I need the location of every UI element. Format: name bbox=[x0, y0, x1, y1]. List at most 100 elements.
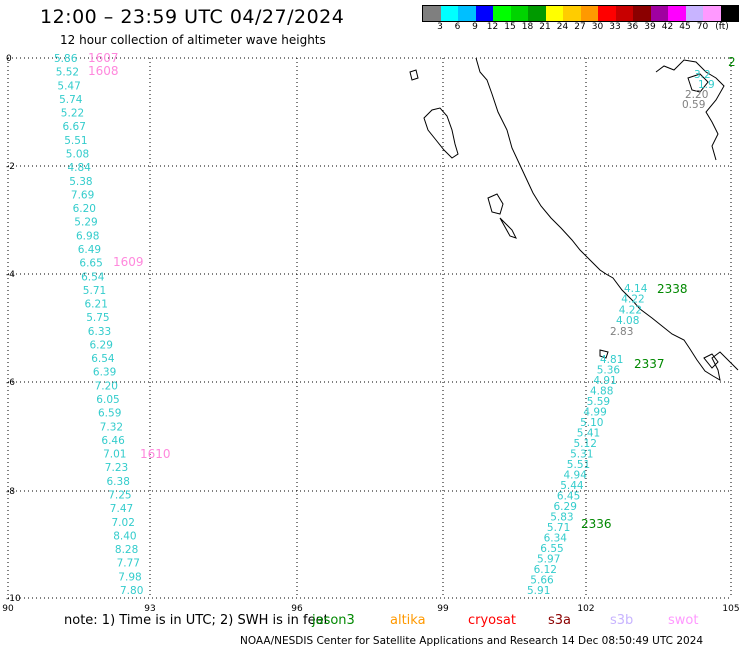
wave-height-reading: 4.22 bbox=[621, 294, 644, 306]
scale-tick-label: 18 bbox=[521, 22, 534, 32]
wave-height-reading: 5.38 bbox=[69, 176, 92, 188]
wave-height-reading: 5.51 bbox=[567, 459, 590, 471]
wave-height-reading: 6.38 bbox=[107, 476, 130, 488]
wave-height-reading: 2.20 bbox=[685, 89, 708, 101]
pass-number-label: 1610 bbox=[140, 447, 171, 461]
scale-tick-label: 3 bbox=[437, 22, 443, 32]
longitude-label: 93 bbox=[144, 604, 155, 614]
wave-height-reading: 4.99 bbox=[583, 407, 606, 419]
scale-tick-label: 39 bbox=[644, 22, 656, 32]
scale-tick-label: 12 bbox=[486, 22, 499, 32]
wave-height-reading: 6.65 bbox=[79, 258, 102, 270]
wave-height-readings: 5.86 5.525.47 5.74 5.226.67 5.51 5.084.84 5.38… bbox=[54, 53, 715, 597]
satellite-legend-item: swot bbox=[668, 613, 699, 628]
scale-swatch bbox=[528, 6, 546, 21]
scale-swatch bbox=[720, 6, 738, 21]
wave-height-reading: 5.97 bbox=[537, 554, 560, 566]
wave-height-reading: 5.59 bbox=[587, 396, 610, 408]
wave-height-reading: 5.71 bbox=[547, 522, 570, 534]
wave-height-reading: 4.94 bbox=[564, 470, 588, 482]
wave-height-reading: 4.91 bbox=[593, 375, 616, 387]
wave-height-reading: 7.32 bbox=[100, 421, 123, 433]
scale-swatch bbox=[633, 6, 651, 21]
wave-height-reading: 2.83 bbox=[610, 326, 633, 338]
wave-height-reading: 6.54 bbox=[81, 271, 105, 283]
wave-height-reading: 6.12 bbox=[534, 564, 557, 576]
wave-height-reading: 5.91 bbox=[527, 585, 550, 597]
scale-tick-label: 33 bbox=[609, 22, 621, 32]
scale-swatch bbox=[650, 6, 668, 21]
latitude-label: -10 bbox=[6, 594, 21, 604]
wave-height-reading: 4.88 bbox=[590, 386, 613, 398]
scale-tick-label: 27 bbox=[574, 22, 586, 32]
wave-height-reading: 5.52 bbox=[56, 67, 79, 79]
wave-height-reading: 6.05 bbox=[96, 394, 119, 406]
scale-swatch bbox=[598, 6, 616, 21]
pass-number-label: 2338 bbox=[657, 282, 688, 296]
scale-tick-label: 30 bbox=[591, 22, 604, 32]
coastline bbox=[409, 57, 739, 381]
pass-number-label: 1609 bbox=[113, 255, 144, 269]
scale-swatch bbox=[703, 6, 721, 21]
wave-height-reading: 6.55 bbox=[540, 543, 563, 555]
wave-height-reading: 5.44 bbox=[560, 480, 584, 492]
latitude-label: 0 bbox=[6, 54, 12, 64]
satellite-legend-item: cryosat bbox=[468, 613, 516, 628]
wave-height-reading: 7.77 bbox=[117, 558, 140, 570]
wave-height-reading: 4.22 bbox=[619, 304, 642, 316]
wave-height-reading: 7.80 bbox=[120, 585, 143, 597]
wave-height-reading: 7.47 bbox=[110, 503, 133, 515]
wave-height-reading: 6.49 bbox=[78, 244, 101, 256]
wave-height-reading: 7.01 bbox=[103, 449, 126, 461]
wave-height-reading: 4.84 bbox=[68, 162, 92, 174]
scale-tick-label: 6 bbox=[454, 22, 461, 32]
scale-swatch bbox=[545, 6, 563, 21]
scale-tick-label: 45 bbox=[679, 22, 691, 32]
wave-height-reading: 6.21 bbox=[85, 299, 108, 311]
scale-tick-label: 21 bbox=[539, 22, 551, 32]
satellite-legend-item: jason3 bbox=[312, 613, 355, 628]
wave-height-reading: 6.29 bbox=[90, 340, 113, 352]
longitude-label: 102 bbox=[577, 604, 594, 614]
map-title: 12:00 – 23:59 UTC 04/27/2024 bbox=[40, 6, 345, 28]
wave-height-reading: 6.20 bbox=[73, 203, 96, 215]
longitude-label: 99 bbox=[437, 604, 449, 614]
wave-height-reading: 4.14 bbox=[624, 283, 648, 295]
lat-lon-grid bbox=[7, 57, 732, 599]
latitude-label: -6 bbox=[6, 378, 15, 388]
wave-height-reading: 5.75 bbox=[86, 312, 109, 324]
wave-height-reading: 5.31 bbox=[570, 449, 593, 461]
wave-height-reading: 5.22 bbox=[61, 108, 84, 120]
scale-swatch bbox=[668, 6, 686, 21]
wave-height-reading: 6.33 bbox=[88, 326, 111, 338]
pass-number-label: 2336 bbox=[581, 517, 612, 531]
longitude-label: 105 bbox=[722, 604, 739, 614]
scale-tick-label: 15 bbox=[504, 22, 516, 32]
scale-tick-label: 36 bbox=[626, 22, 639, 32]
wave-height-reading: 5.10 bbox=[580, 417, 603, 429]
wave-height-reading: 6.67 bbox=[63, 121, 86, 133]
wave-height-reading: 6.34 bbox=[544, 533, 568, 545]
units-note: note: 1) Time is in UTC; 2) SWH is in fe… bbox=[64, 613, 329, 628]
wave-height-reading: 5.74 bbox=[59, 94, 83, 106]
wave-height-reading: 5.36 bbox=[597, 365, 621, 377]
scale-swatch bbox=[510, 6, 528, 21]
satellite-legend-item: s3a bbox=[548, 613, 572, 628]
scale-swatch bbox=[493, 6, 511, 21]
wave-height-reading: 0.59 bbox=[682, 99, 705, 111]
latitude-label: -2 bbox=[6, 162, 15, 172]
scale-tick-label: 9 bbox=[472, 22, 478, 32]
scale-swatch bbox=[423, 6, 441, 21]
wave-height-reading: 1.9 bbox=[698, 79, 715, 91]
wave-height-reading: 6.45 bbox=[557, 491, 580, 503]
wave-height-reading: 7.69 bbox=[71, 189, 94, 201]
wave-height-reading: 5.08 bbox=[66, 149, 89, 161]
longitude-label: 96 bbox=[291, 604, 303, 614]
scale-swatch bbox=[458, 6, 476, 21]
satellite-legend-item: altika bbox=[390, 613, 426, 628]
wave-height-reading: 7.98 bbox=[118, 571, 141, 583]
pass-number-label: 1608 bbox=[88, 64, 119, 78]
